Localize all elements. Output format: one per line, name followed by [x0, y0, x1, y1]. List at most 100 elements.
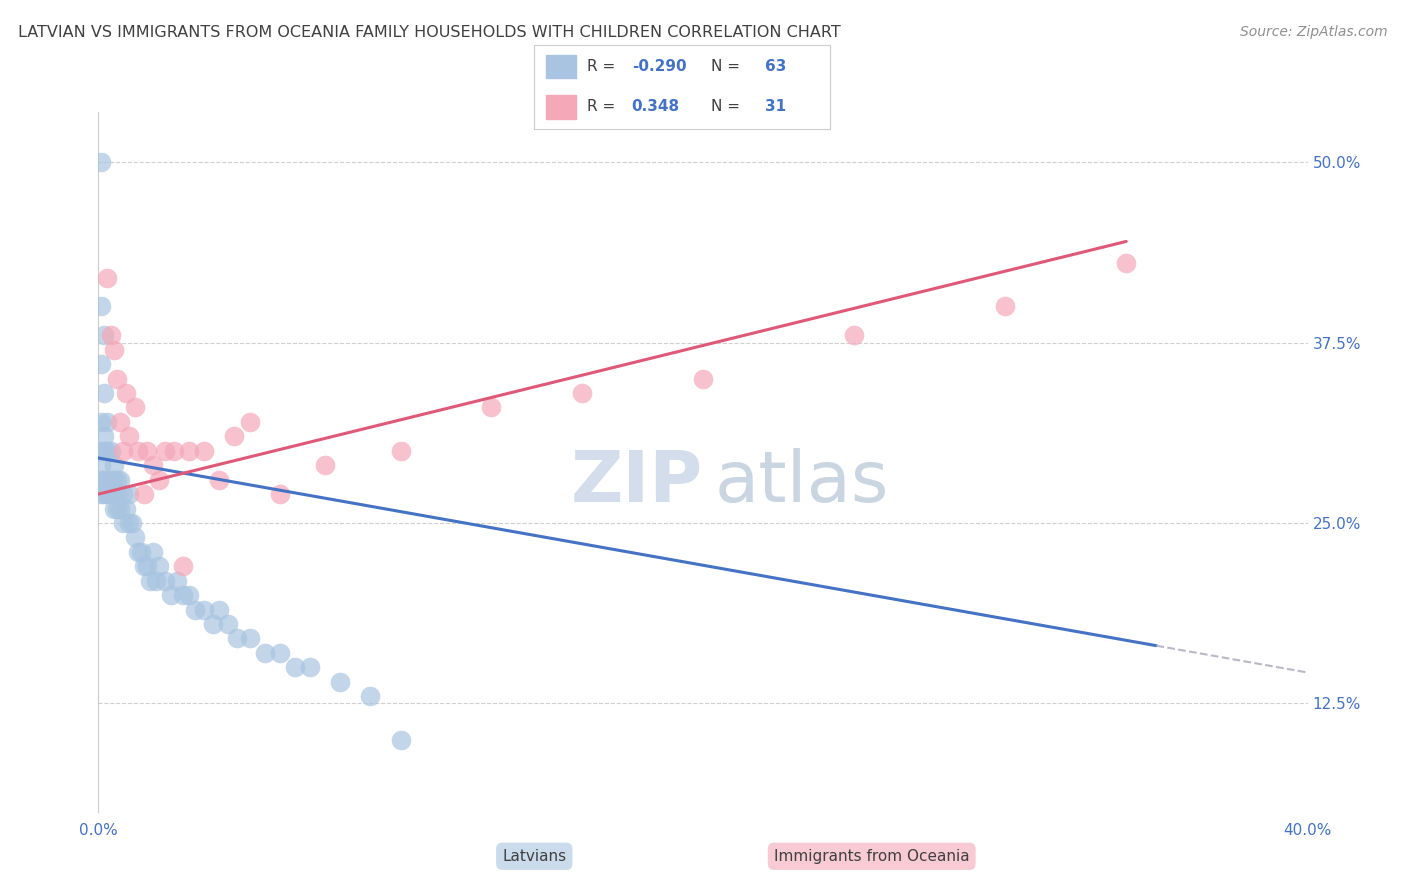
Point [90, 155, 112, 169]
Text: Latvians: Latvians [502, 849, 567, 863]
Point [329, 674, 352, 689]
Point [166, 574, 188, 588]
Point [111, 443, 134, 458]
Point [124, 401, 146, 415]
Text: atlas: atlas [716, 448, 890, 517]
Point [108, 501, 131, 516]
Point [135, 443, 157, 458]
Point [135, 559, 157, 574]
Point [314, 458, 336, 473]
Point [103, 458, 125, 473]
Point [299, 660, 322, 674]
Point [153, 443, 176, 458]
Point [844, 328, 866, 343]
Point [145, 574, 167, 588]
Point [90, 443, 112, 458]
Point [118, 516, 141, 530]
Point [111, 516, 134, 530]
Point [129, 545, 152, 559]
Point [193, 443, 215, 458]
Point [121, 516, 143, 530]
Point [172, 588, 194, 602]
Point [208, 473, 231, 487]
Bar [546, 95, 575, 120]
Point [93, 328, 115, 343]
Point [103, 501, 125, 516]
Point [224, 429, 246, 443]
Point [93, 473, 115, 487]
Text: 0.348: 0.348 [631, 99, 681, 114]
Point [253, 646, 276, 660]
Point [114, 501, 136, 516]
Point [148, 559, 170, 574]
Point [96, 415, 118, 429]
Point [124, 530, 146, 544]
Point [90, 473, 112, 487]
Point [103, 343, 125, 357]
Point [239, 415, 262, 429]
Point [193, 602, 215, 616]
Point [142, 545, 165, 559]
Point [208, 602, 231, 616]
Point [360, 690, 382, 704]
Point [184, 602, 207, 616]
Point [105, 473, 128, 487]
Point [163, 443, 186, 458]
Point [96, 270, 118, 285]
Point [571, 386, 593, 401]
Point [105, 371, 128, 385]
Text: R =: R = [588, 59, 620, 74]
Point [96, 473, 118, 487]
Point [96, 487, 118, 501]
Point [139, 574, 162, 588]
Point [217, 617, 239, 632]
Point [105, 487, 128, 501]
Text: N =: N = [711, 99, 745, 114]
Text: -0.290: -0.290 [631, 59, 686, 74]
Point [148, 473, 170, 487]
Point [132, 559, 155, 574]
Point [226, 632, 249, 646]
Point [93, 487, 115, 501]
Text: ZIP: ZIP [571, 448, 703, 517]
Point [239, 632, 262, 646]
Point [389, 732, 412, 747]
Point [118, 429, 141, 443]
Point [108, 415, 131, 429]
Text: Immigrants from Oceania: Immigrants from Oceania [773, 849, 970, 863]
Point [179, 443, 201, 458]
Point [127, 443, 149, 458]
Text: 31: 31 [765, 99, 786, 114]
Point [269, 487, 291, 501]
Point [93, 429, 115, 443]
Point [284, 660, 307, 674]
Text: LATVIAN VS IMMIGRANTS FROM OCEANIA FAMILY HOUSEHOLDS WITH CHILDREN CORRELATION C: LATVIAN VS IMMIGRANTS FROM OCEANIA FAMIL… [18, 25, 841, 40]
Point [93, 443, 115, 458]
Point [269, 646, 291, 660]
Point [1115, 256, 1137, 270]
Point [93, 386, 115, 401]
Point [105, 501, 128, 516]
Point [994, 300, 1017, 314]
Text: 63: 63 [765, 59, 786, 74]
Text: Source: ZipAtlas.com: Source: ZipAtlas.com [1240, 25, 1388, 39]
Point [172, 559, 194, 574]
Point [90, 357, 112, 371]
Point [100, 487, 122, 501]
Point [127, 545, 149, 559]
Text: R =: R = [588, 99, 620, 114]
Point [153, 574, 176, 588]
Point [142, 458, 165, 473]
Point [111, 487, 134, 501]
Point [179, 588, 201, 602]
Point [108, 473, 131, 487]
Text: N =: N = [711, 59, 745, 74]
Point [692, 371, 714, 385]
Point [202, 617, 225, 632]
Point [132, 487, 155, 501]
Bar [546, 54, 575, 78]
Point [481, 401, 503, 415]
Point [389, 443, 412, 458]
Point [103, 473, 125, 487]
Point [100, 443, 122, 458]
